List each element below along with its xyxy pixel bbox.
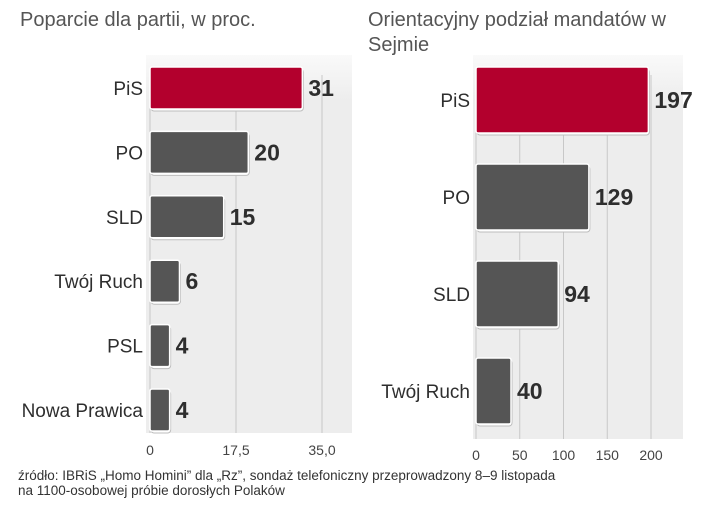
category-label: SLD: [106, 208, 143, 229]
chart-1: 0 17,5 35,0 PiS 31 PO 20 SLD 15 Twój Ruch 6 PSL 4 Now…: [22, 55, 352, 458]
value-label: 40: [517, 378, 543, 404]
bar-twój-ruch: [475, 357, 512, 425]
value-label: 4: [176, 397, 189, 423]
bar-twój-ruch: [149, 259, 181, 303]
category-label: SLD: [433, 285, 470, 306]
category-label: Nowa Prawica: [22, 401, 144, 422]
bar-pis: [475, 66, 650, 134]
bar-pis: [149, 66, 304, 110]
bar-sld: [475, 260, 559, 328]
value-label: 20: [254, 139, 280, 165]
category-label: Twój Ruch: [54, 272, 143, 293]
value-label: 15: [230, 204, 256, 230]
value-label: 4: [176, 333, 189, 359]
category-label: Twój Ruch: [381, 382, 470, 403]
category-label: PiS: [440, 91, 470, 112]
tick-label: 0: [472, 447, 480, 463]
tick-label: 50: [512, 447, 528, 463]
source-line-1: źródło: IBRiS „Homo Homini” dla „Rz”, so…: [18, 468, 556, 483]
category-label: PiS: [113, 79, 143, 100]
bar-sld: [149, 195, 225, 239]
bar-nowa-prawica: [149, 388, 171, 432]
tick-label: 100: [552, 447, 576, 463]
tick-label: 17,5: [222, 442, 249, 458]
tick-label: 200: [639, 447, 663, 463]
chart-title-support: Poparcie dla partii, w proc.: [20, 9, 256, 31]
value-label: 94: [564, 281, 590, 307]
category-label: PSL: [107, 337, 143, 358]
tick-label: 0: [146, 442, 154, 458]
chart-title-seats: Orientacyjny podział mandatów w Sejmie: [368, 9, 666, 56]
source-line-2: na 1100-osobowej próbie dorosłych Polakó…: [18, 483, 285, 498]
value-label: 197: [654, 87, 692, 113]
category-label: PO: [443, 188, 470, 209]
chart-2: 0 50 100 150 200 PiS 197 PO 129 SLD 94 Twój Ruch 40: [381, 55, 693, 463]
value-label: 129: [595, 184, 633, 210]
value-label: 31: [308, 75, 334, 101]
category-label: PO: [116, 143, 143, 164]
bar-psl: [149, 323, 171, 368]
bar-po: [475, 163, 590, 231]
tick-label: 150: [596, 447, 620, 463]
source-note: źródło: IBRiS „Homo Homini” dla „Rz”, so…: [18, 468, 708, 498]
bar-po: [149, 130, 250, 175]
tick-label: 35,0: [308, 442, 335, 458]
value-label: 6: [185, 268, 198, 294]
chart-1-background: [146, 55, 352, 433]
